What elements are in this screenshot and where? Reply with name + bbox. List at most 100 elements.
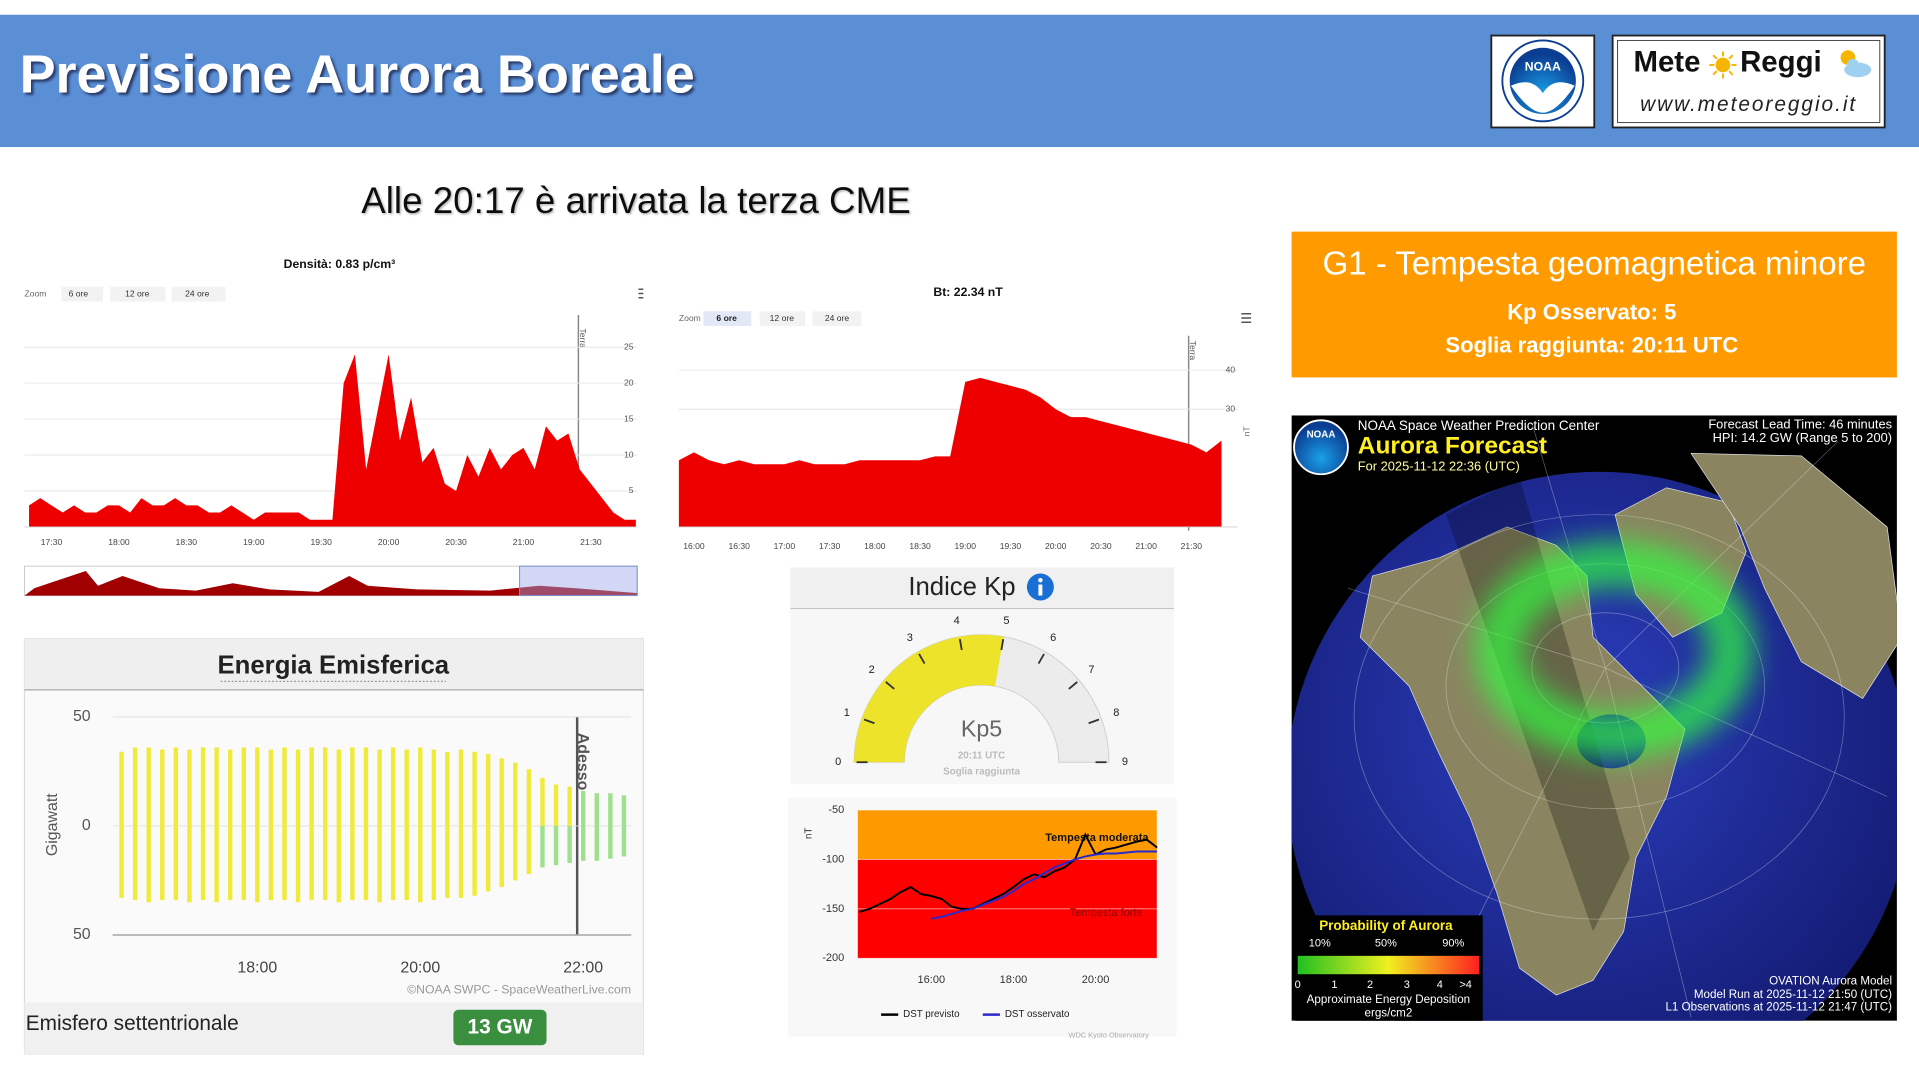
bar [323, 747, 328, 826]
y-axis-label: nT [803, 828, 814, 839]
x-tick-label: 19:30 [1000, 541, 1022, 551]
bar [418, 825, 423, 903]
storm-title: G1 - Tempesta geomagnetica minore [1322, 246, 1866, 283]
bar [309, 825, 314, 901]
bar [513, 825, 518, 881]
source: ©NOAA SWPC - SpaceWeatherLive.com [407, 982, 631, 996]
bar [377, 825, 382, 903]
bar [173, 747, 179, 826]
brand-cloud [1840, 50, 1872, 78]
bar [214, 747, 219, 826]
gauge-tick-label: 7 [1088, 664, 1094, 676]
zoom-button-label[interactable]: 12 ore [770, 313, 795, 323]
zoom-button[interactable] [171, 286, 226, 302]
bar [187, 825, 192, 903]
chart-menu[interactable] [638, 288, 644, 299]
bar [255, 747, 260, 826]
bar [146, 825, 151, 903]
x-tick-label: 20:30 [1090, 541, 1112, 551]
y-tick-label: 5 [629, 485, 634, 495]
x-tick-label: 17:00 [774, 541, 796, 551]
x-tick-label: 17:30 [819, 541, 841, 551]
bar [200, 747, 206, 826]
y-tick-label: -150 [822, 903, 844, 915]
bar [526, 769, 532, 826]
y-tick-label: 30 [1226, 404, 1236, 414]
bar [567, 786, 572, 826]
bar [295, 749, 301, 826]
power-badge-label: 13 GW [468, 1016, 533, 1039]
bar [540, 825, 545, 868]
bar [241, 825, 246, 901]
model-name: OVATION Aurora Model [1769, 975, 1892, 988]
scale-label: 4 [1437, 979, 1443, 991]
storm-box [1291, 231, 1897, 378]
scale-label: >4 [1459, 979, 1472, 991]
info-icon[interactable] [1026, 573, 1054, 601]
zoom-button-selected[interactable] [703, 311, 752, 326]
zoom-button[interactable] [759, 311, 806, 326]
zoom-button[interactable] [110, 286, 166, 302]
probability-label: 50% [1375, 937, 1397, 949]
zoom-button-label[interactable]: 6 ore [69, 288, 89, 298]
bar [540, 777, 545, 826]
bar [472, 825, 477, 896]
bar [309, 747, 314, 826]
y-tick-label: 40 [1226, 364, 1236, 374]
navigator-selection[interactable] [519, 565, 638, 597]
scale-caption: Approximate Energy Deposition [1307, 993, 1470, 1006]
bar [363, 825, 369, 901]
observations-time: L1 Observations at 2025-11-12 21:47 (UTC… [1665, 1000, 1892, 1013]
zoom-button-label[interactable]: 6 ore [716, 313, 737, 323]
noaa-logo-text: NOAA [1525, 60, 1561, 74]
x-tick-label: 21:30 [580, 537, 602, 547]
bar [526, 825, 532, 874]
power-badge [453, 1009, 547, 1046]
zoom-button[interactable] [61, 286, 103, 302]
brand-sun [1709, 51, 1737, 79]
line [931, 850, 1158, 920]
gauge-tick-label: 5 [1003, 615, 1009, 627]
zoom-button[interactable] [812, 311, 862, 326]
x-tick-label: 20:00 [1082, 974, 1110, 986]
kp-header [790, 567, 1174, 610]
bar [608, 793, 613, 826]
zoom-button-label[interactable]: 24 ore [185, 288, 210, 298]
bar [336, 825, 342, 903]
bar [431, 749, 437, 826]
gauge-tick [958, 638, 963, 651]
land-eurasia [1690, 453, 1897, 699]
zoom-label: Zoom [679, 313, 701, 323]
source: WDC Kyoto Observatory [1069, 1030, 1150, 1039]
probability-label: 10% [1309, 937, 1331, 949]
model-run: Model Run at 2025-11-12 21:50 (UTC) [1694, 988, 1892, 1001]
aurora-oval [1475, 540, 1755, 759]
x-tick-label: 18:30 [176, 537, 198, 547]
legend-title: Probability of Aurora [1319, 918, 1453, 933]
gauge-tick [863, 718, 875, 725]
bar [132, 747, 138, 826]
bar [580, 791, 586, 826]
zoom-button-label[interactable]: 12 ore [125, 288, 150, 298]
band-label: Tempesta moderata [1045, 832, 1149, 844]
now-annotation: Adesso [574, 733, 591, 791]
gauge-tick-label: 2 [869, 664, 875, 676]
gauge-value-label: Kp5 [961, 716, 1002, 742]
gauge-tick-label: 1 [844, 707, 850, 719]
bar [445, 825, 450, 898]
map-valid-time: For 2025-11-12 22:36 (UTC) [1358, 458, 1520, 473]
noaa-logo-bird [1510, 82, 1575, 113]
bar [580, 825, 586, 861]
energy-panel [23, 637, 644, 1055]
y-axis-label: nT [1242, 426, 1252, 437]
header-band [0, 14, 1919, 148]
y-tick-label: 0 [82, 817, 91, 834]
x-tick-label: 20:30 [445, 537, 467, 547]
bar [499, 758, 504, 826]
chart-menu[interactable] [1241, 312, 1252, 324]
earth-annotation: Terra [578, 328, 588, 348]
band-label: Tempesta forte [1070, 907, 1143, 919]
x-tick-label: 16:30 [728, 541, 750, 551]
zoom-button-label[interactable]: 24 ore [825, 313, 850, 323]
